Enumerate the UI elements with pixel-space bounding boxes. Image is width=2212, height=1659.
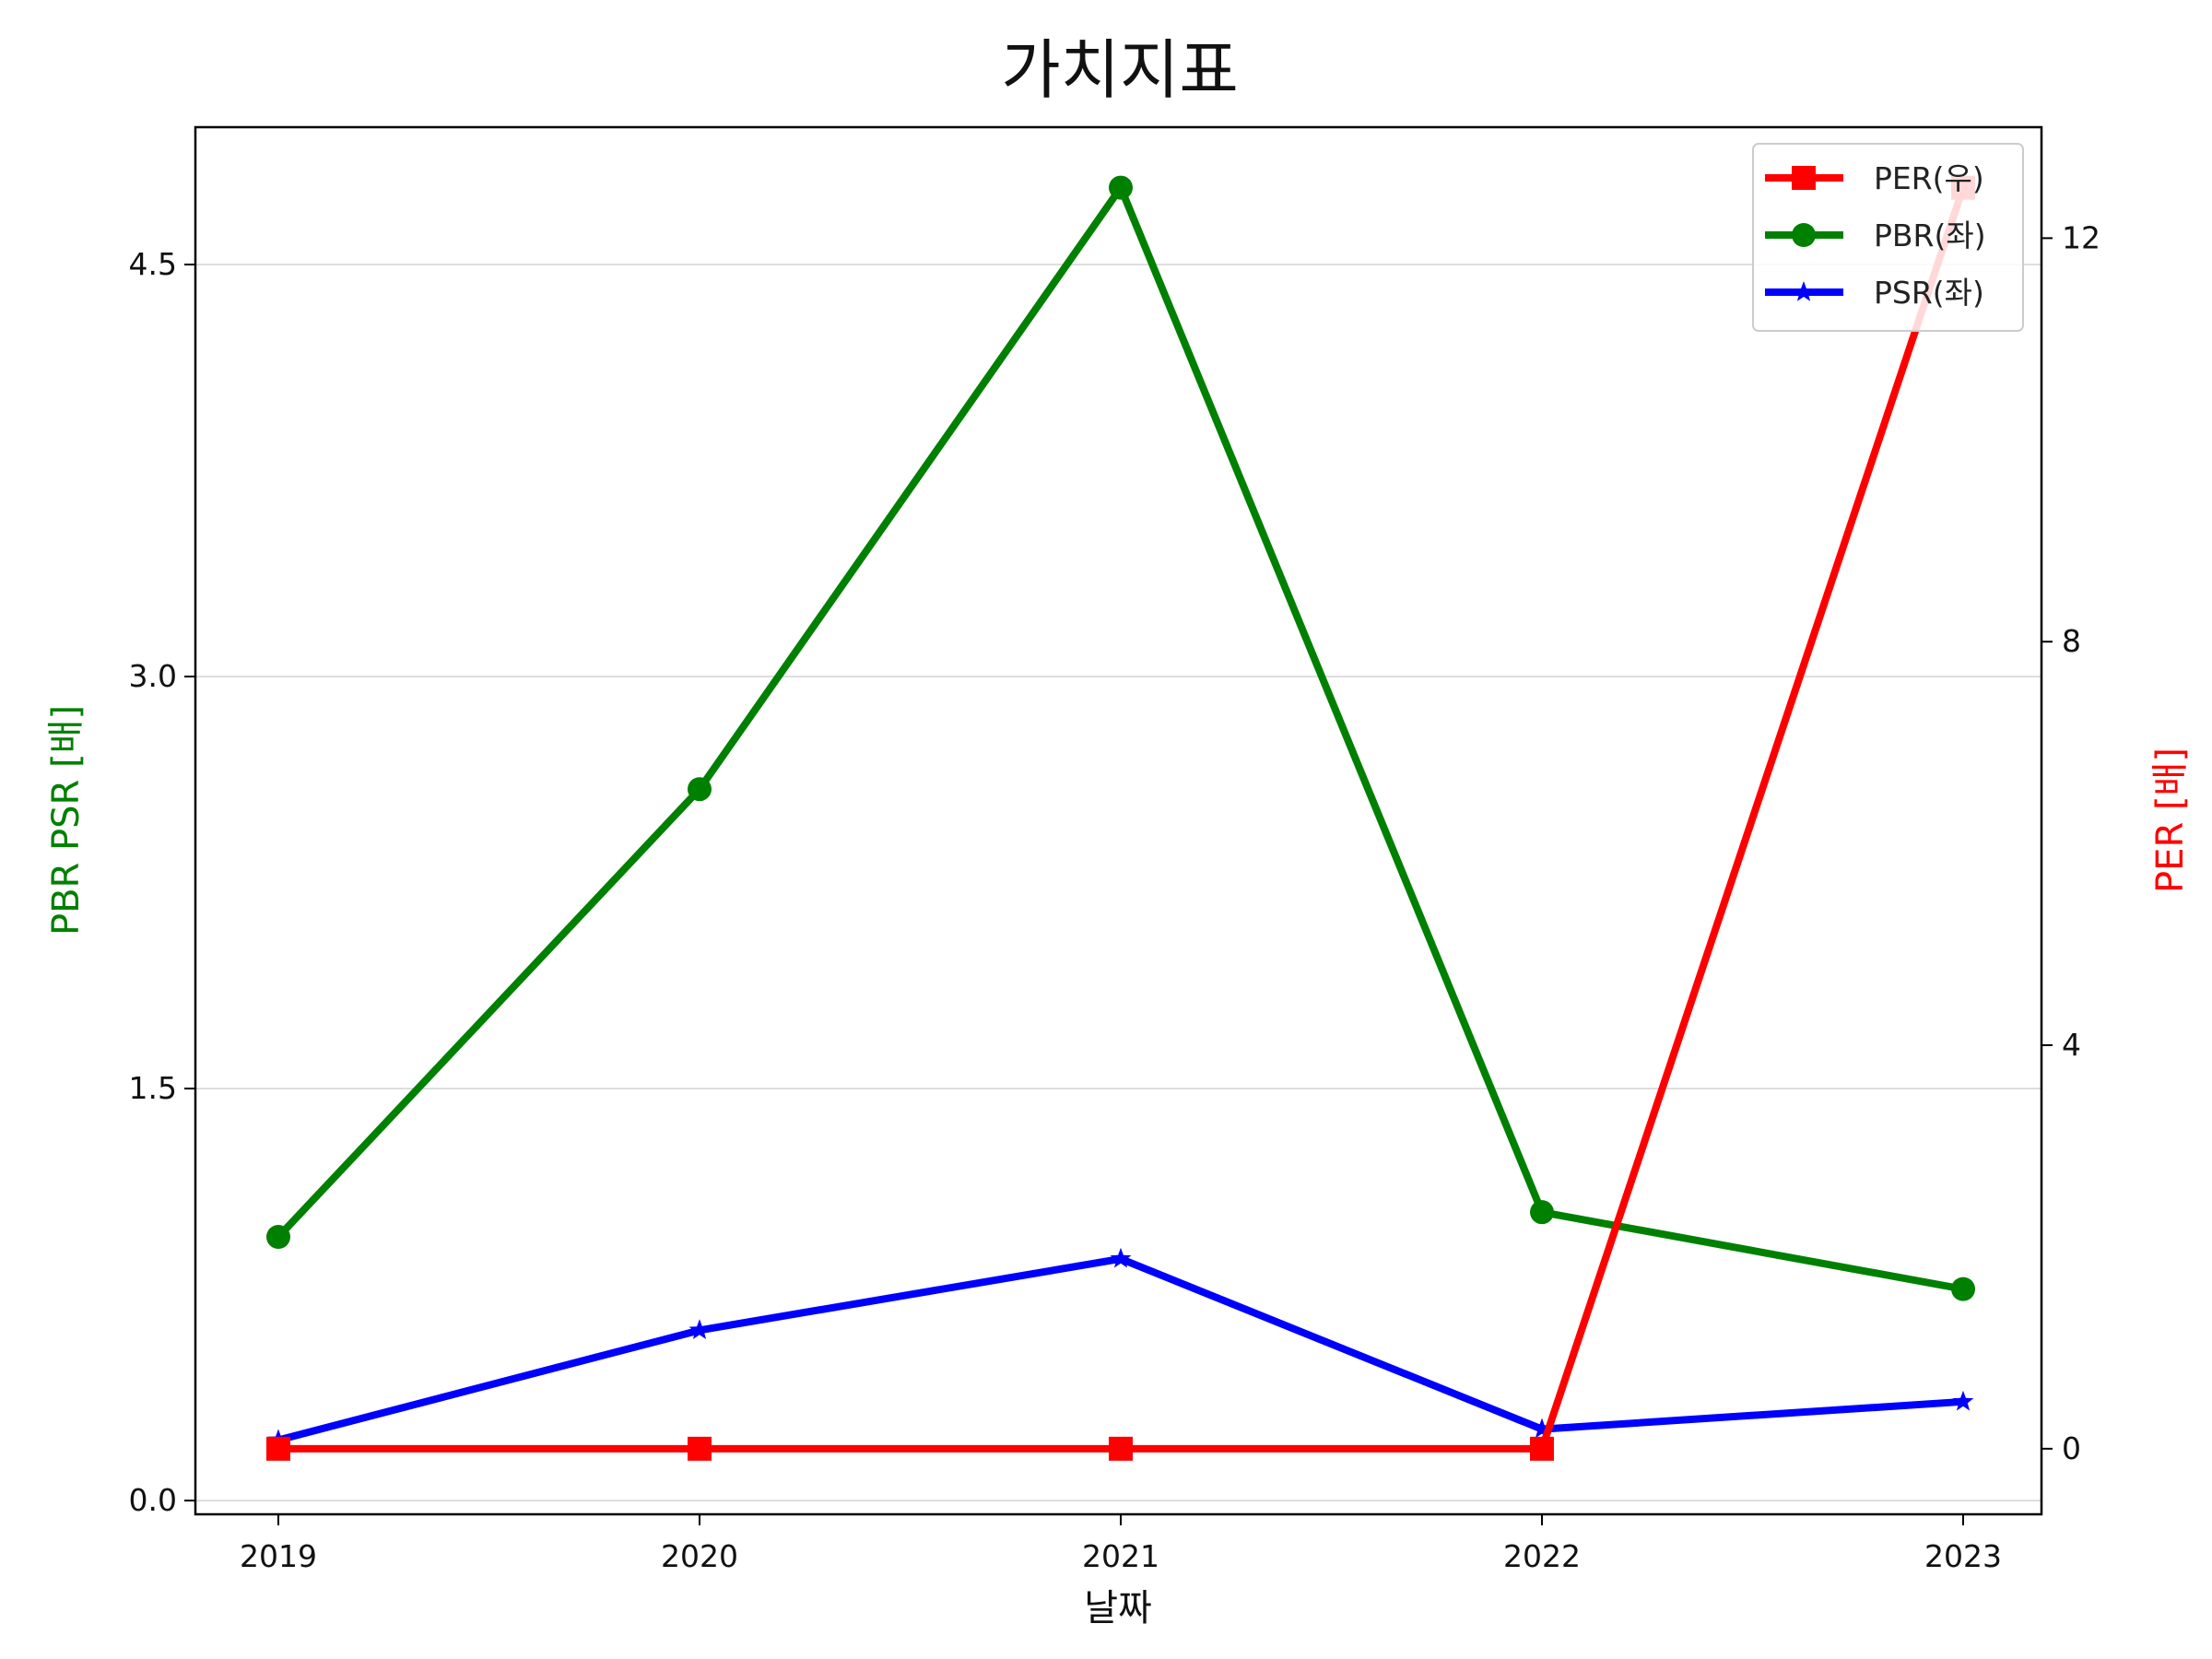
x-axis: 2019 2020 2021 2022 2023 <box>240 1514 2002 1574</box>
left-y-tick-label: 1.5 <box>129 1070 177 1106</box>
legend-label: PER(우) <box>1874 160 1984 196</box>
left-y-axis: 0.0 1.5 3.0 4.5 <box>129 246 195 1518</box>
series-circle <box>266 175 1975 1301</box>
data-point-square <box>266 1436 290 1461</box>
left-y-tick-label: 4.5 <box>129 246 177 282</box>
left-y-axis-label: PBR PSR [배] <box>45 705 88 935</box>
series-line <box>276 1254 1964 1444</box>
x-tick-label: 2021 <box>1082 1538 1159 1574</box>
left-y-tick-label: 0.0 <box>129 1482 177 1518</box>
series-square <box>266 175 1975 1461</box>
legend-entry: PBR(좌) <box>1765 218 1986 253</box>
x-tick-label: 2019 <box>240 1538 317 1574</box>
series-line <box>276 183 1964 1293</box>
data-point-star <box>688 1319 711 1339</box>
data-point-circle <box>1530 1200 1554 1225</box>
left-y-tick-label: 3.0 <box>129 658 177 694</box>
data-point-square <box>1792 166 1816 190</box>
legend-box <box>1752 143 2024 332</box>
data-point-star <box>1531 1418 1553 1439</box>
data-point-square <box>688 1436 712 1461</box>
chart-title: 가치지표 <box>1001 32 1239 108</box>
x-tick-label: 2023 <box>1924 1538 2002 1574</box>
x-tick-label: 2020 <box>661 1538 738 1574</box>
legend-label: PBR(좌) <box>1874 218 1986 253</box>
legend-entry: PER(우) <box>1765 160 1984 196</box>
data-point-star <box>1952 1390 1974 1411</box>
data-point-star <box>1793 281 1815 301</box>
legend-entry: PSR(좌) <box>1765 275 1984 311</box>
data-point-star <box>1110 1247 1132 1268</box>
data-point-square <box>1109 1436 1133 1461</box>
data-point-circle <box>1951 1277 1975 1301</box>
series-star <box>267 1247 1974 1450</box>
plot-area-frame <box>194 125 2043 1516</box>
right-y-axis-label: PER [배] <box>2149 747 2192 893</box>
grid-lines <box>195 264 2041 1501</box>
legend-label: PSR(좌) <box>1874 275 1984 311</box>
data-point-circle <box>1792 223 1816 247</box>
right-y-axis: 0 4 8 12 <box>2041 219 2100 1466</box>
data-point-circle <box>688 777 712 802</box>
data-point-square <box>1530 1436 1554 1461</box>
right-y-tick-label: 12 <box>2062 219 2100 255</box>
x-axis-label: 날짜 <box>1084 1587 1152 1630</box>
x-tick-label: 2022 <box>1503 1538 1581 1574</box>
right-y-tick-label: 4 <box>2062 1027 2081 1063</box>
data-point-circle <box>266 1225 290 1249</box>
right-y-tick-label: 8 <box>2062 623 2081 659</box>
series-lines <box>266 175 1975 1461</box>
legend: PER(우) PBR(좌) PSR(좌) <box>1752 143 2024 332</box>
data-point-circle <box>1109 175 1133 200</box>
right-y-tick-label: 0 <box>2062 1430 2081 1466</box>
